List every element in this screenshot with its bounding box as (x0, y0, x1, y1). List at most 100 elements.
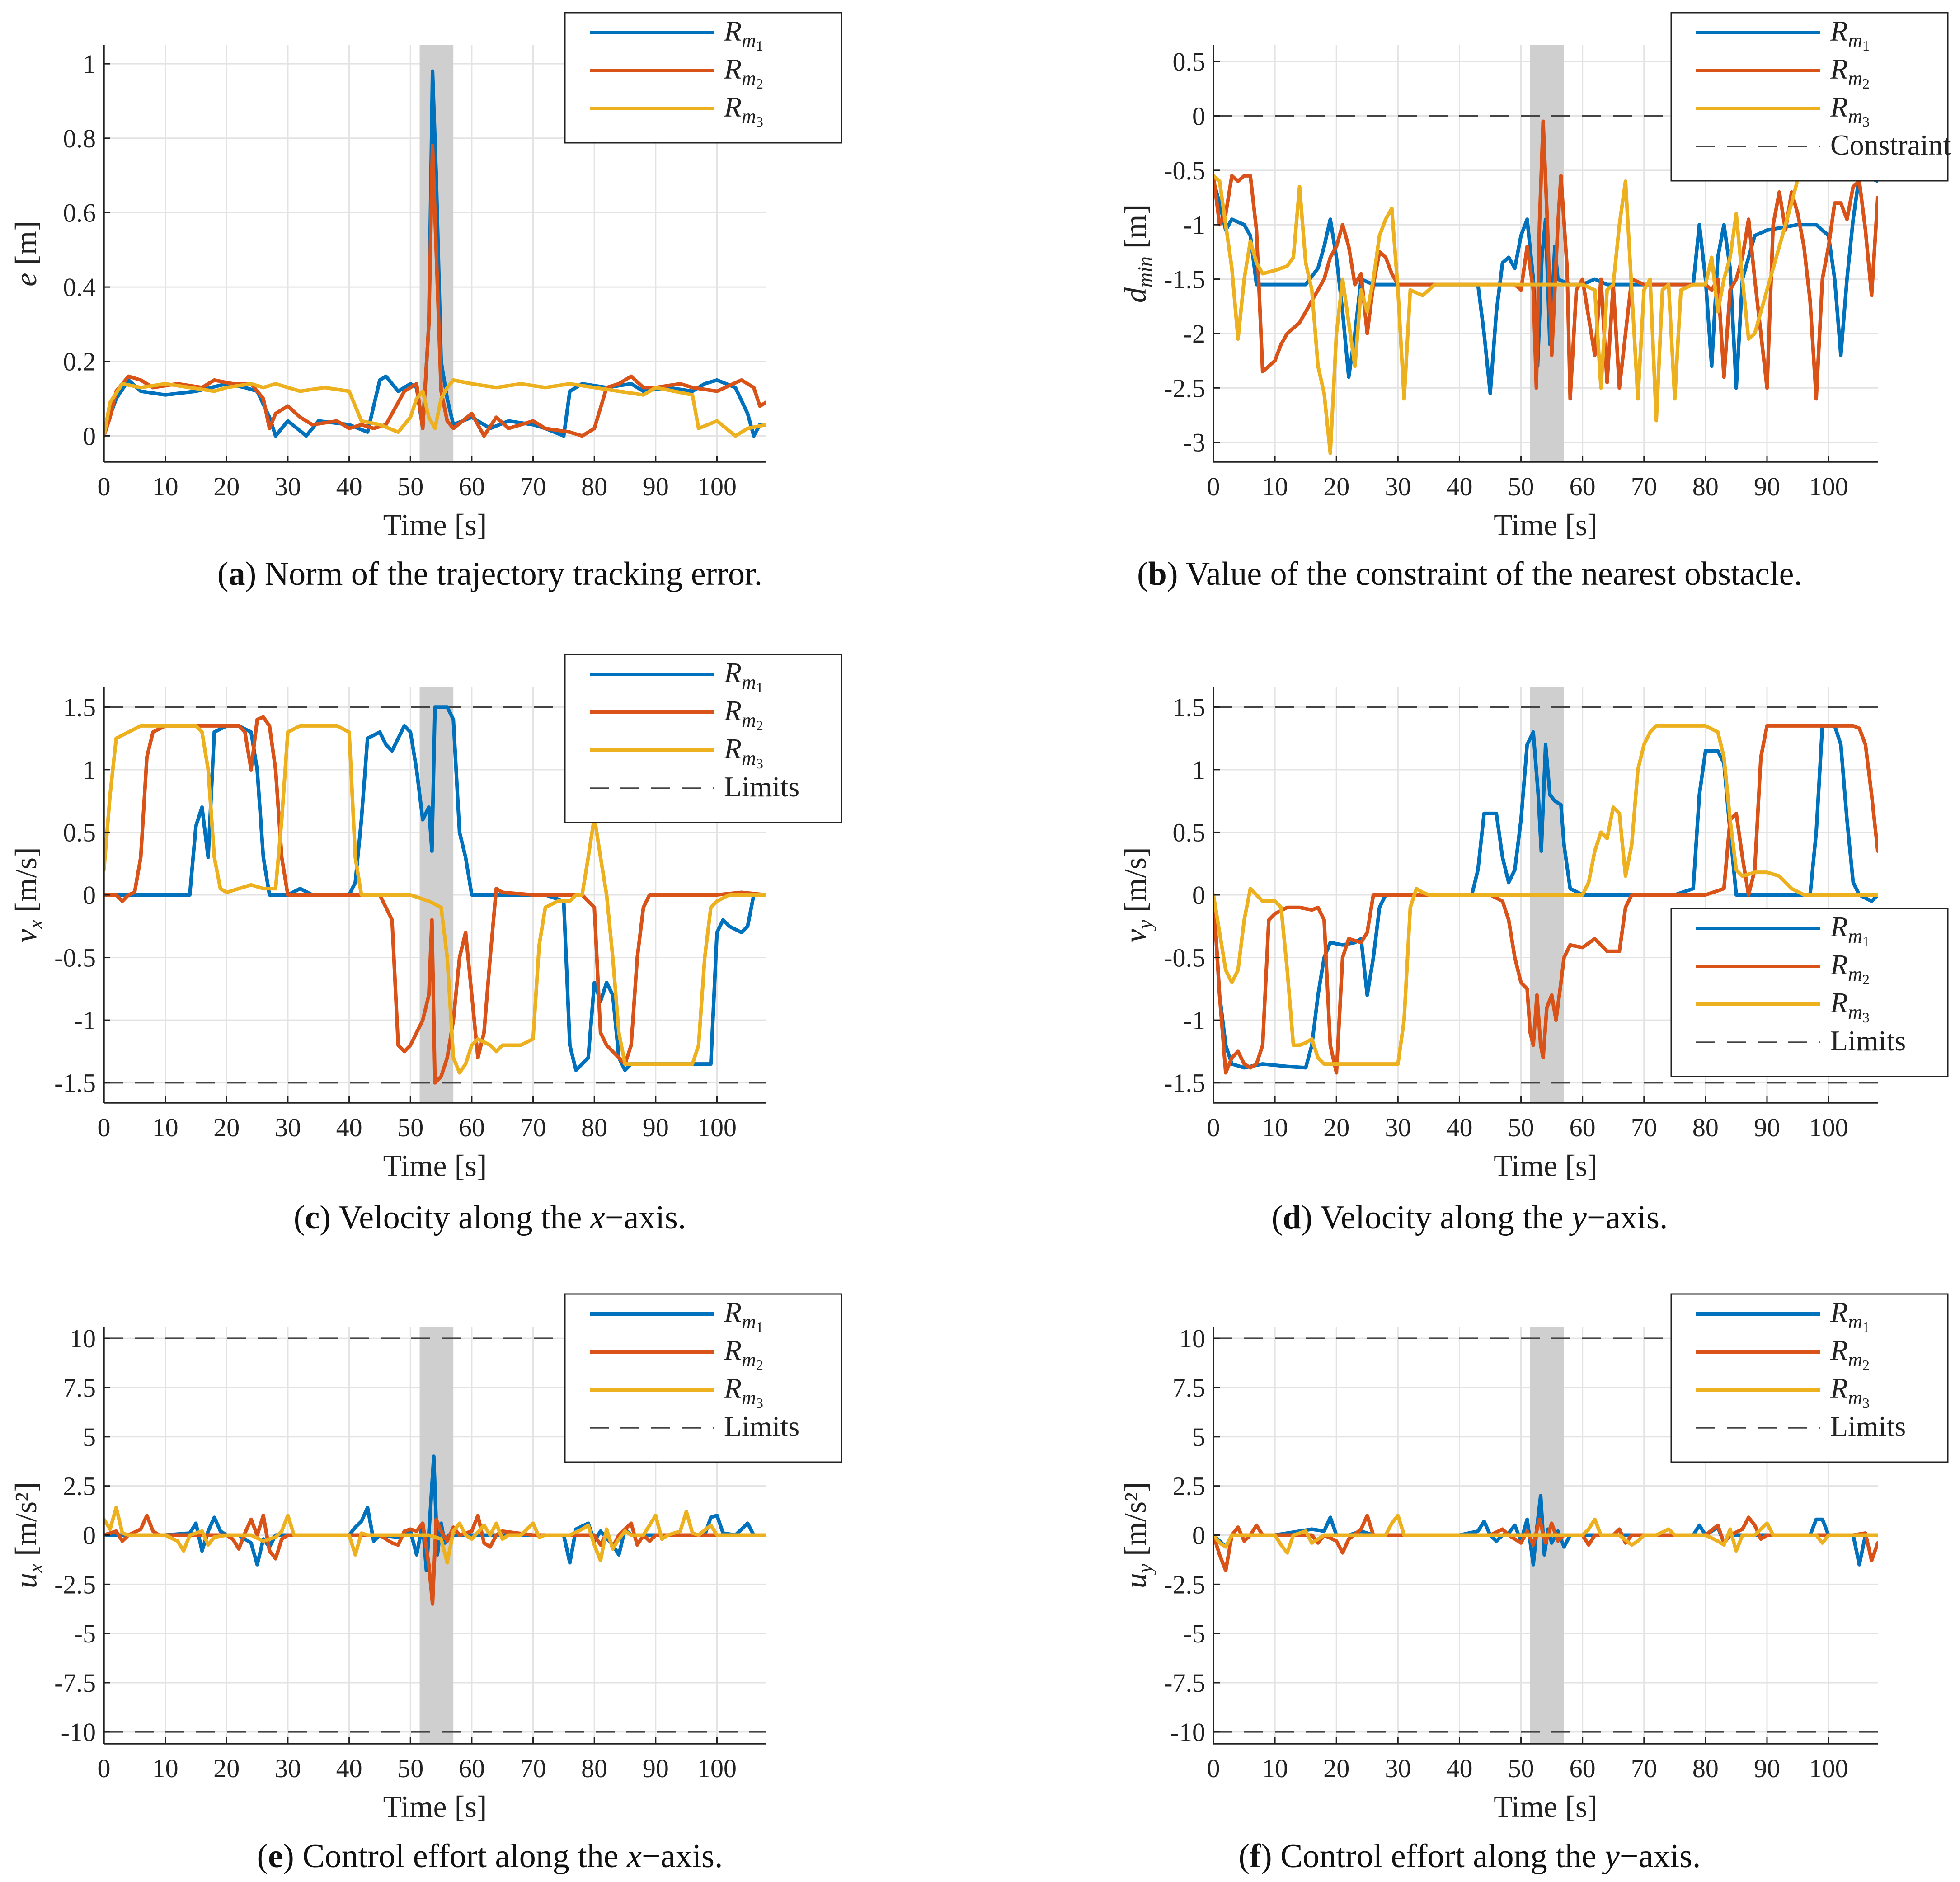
caption-f-label: f (1250, 1838, 1261, 1875)
x-axis-label-f: Time [s] (1494, 1789, 1598, 1824)
caption-a-label: a (228, 555, 245, 593)
x-tick-label-a: 40 (336, 472, 362, 501)
series-line-a-r-m2 (104, 144, 766, 438)
legend-label-f-0: Rm1 (1830, 1296, 1870, 1335)
panel-a: 0 10 20 30 40 50 60 70 80 90 100 0 0.2 0.4 0.6 0.8 1 Time… (9, 12, 842, 542)
y-tick-label-b: 0 (1192, 101, 1205, 131)
x-tick-label-f: 60 (1570, 1754, 1596, 1783)
y-tick-label-a: 0.8 (63, 124, 96, 153)
legend-label-a-0: Rm1 (724, 15, 763, 54)
caption-e-text: Control effort along the (302, 1838, 619, 1875)
y-tick-label-e: 0 (83, 1521, 96, 1550)
x-tick-label-c: 100 (697, 1113, 737, 1142)
x-tick-label-f: 70 (1631, 1754, 1657, 1783)
y-axis-label-b: dmin [m] (1118, 204, 1156, 303)
y-tick-label-d: 1.5 (1173, 692, 1206, 722)
y-tick-label-f: -5 (1184, 1619, 1205, 1648)
shaded-region-c (419, 687, 454, 1103)
x-tick-label-c: 50 (397, 1113, 423, 1142)
caption-b: (b) Value of the constraint of the neare… (1137, 555, 1802, 593)
x-tick-label-b: 30 (1385, 472, 1411, 501)
x-tick-label-d: 30 (1385, 1113, 1411, 1142)
legend-label-a-2: Rm3 (724, 91, 763, 130)
y-tick-label-d: -0.5 (1164, 943, 1205, 973)
y-tick-label-b: -3 (1184, 428, 1205, 457)
y-tick-label-a: 0 (83, 421, 96, 451)
x-tick-label-d: 80 (1692, 1113, 1719, 1142)
y-tick-label-c: 1.5 (63, 692, 96, 722)
y-tick-label-d: 0 (1192, 880, 1205, 910)
y-tick-label-f: -10 (1170, 1717, 1205, 1747)
legend-label-e-2: Rm3 (724, 1372, 763, 1411)
x-tick-label-d: 40 (1446, 1113, 1472, 1142)
series-line-f-r-m3 (1213, 1514, 1878, 1555)
x-tick-label-f: 10 (1262, 1754, 1288, 1783)
legend-label-b-2: Rm3 (1830, 91, 1870, 130)
series-line-a-r-m3 (104, 378, 766, 438)
y-tick-label-d: -1.5 (1164, 1068, 1205, 1098)
legend-label-d-3: Limits (1830, 1025, 1906, 1057)
legend-box-d (1670, 908, 1949, 1077)
x-tick-label-a: 10 (152, 472, 179, 501)
x-tick-label-d: 60 (1570, 1113, 1596, 1142)
x-axis-label-e: Time [s] (383, 1789, 487, 1824)
x-tick-label-b: 70 (1631, 472, 1657, 501)
x-tick-label-e: 50 (397, 1754, 423, 1783)
y-tick-label-b: -1 (1184, 210, 1205, 240)
y-tick-label-e: -7.5 (54, 1668, 96, 1698)
caption-c-text: Velocity along the (338, 1199, 582, 1236)
x-axis-label-b: Time [s] (1494, 508, 1598, 542)
panel-f: 0 10 20 30 40 50 60 70 80 90 100 10 7.5 5 2.5 0 -2.5 -5 -7… (1118, 1293, 1949, 1824)
x-tick-label-e: 80 (581, 1754, 607, 1783)
x-tick-label-e: 60 (459, 1754, 485, 1783)
caption-e-label: e (268, 1838, 283, 1875)
x-tick-label-e: 40 (336, 1754, 362, 1783)
y-tick-label-e: -2.5 (54, 1570, 96, 1599)
y-tick-label-f: -7.5 (1164, 1668, 1205, 1698)
legend-label-f-2: Rm3 (1830, 1372, 1870, 1411)
y-tick-label-d: -1 (1184, 1006, 1205, 1035)
legend-label-f-1: Rm2 (1830, 1334, 1870, 1373)
x-tick-label-f: 50 (1508, 1754, 1534, 1783)
series-line-e-r-m3 (104, 1506, 766, 1565)
x-tick-label-a: 20 (213, 472, 240, 501)
legend-label-d-2: Rm3 (1830, 987, 1870, 1026)
x-tick-label-a: 0 (98, 472, 111, 501)
x-tick-label-f: 90 (1754, 1754, 1780, 1783)
x-tick-label-d: 50 (1508, 1113, 1534, 1142)
y-tick-label-a: 0.4 (63, 273, 96, 302)
y-tick-label-f: 10 (1179, 1324, 1205, 1353)
x-tick-label-f: 80 (1692, 1754, 1719, 1783)
y-tick-label-e: 10 (70, 1324, 96, 1353)
y-tick-label-e: 5 (83, 1422, 96, 1452)
y-tick-label-b: 0.5 (1173, 47, 1206, 76)
caption-f-after: −axis. (1619, 1838, 1701, 1875)
legend-box-c (564, 654, 842, 823)
legend-label-c-2: Rm3 (724, 733, 763, 772)
x-tick-label-b: 10 (1262, 472, 1288, 501)
y-tick-label-c: 0 (83, 880, 96, 910)
legend-label-c-1: Rm2 (724, 695, 763, 734)
panel-b: 0 10 20 30 40 50 60 70 80 90 100 0.5 0 -0.5 -1 -1.5 -2 -2… (1118, 12, 1951, 542)
y-tick-label-b: -2 (1184, 319, 1205, 348)
x-tick-label-b: 80 (1692, 472, 1719, 501)
y-tick-label-b: -1.5 (1164, 265, 1205, 294)
y-tick-label-a: 0.6 (63, 198, 96, 227)
x-tick-label-a: 90 (643, 472, 669, 501)
legend-label-c-0: Rm1 (724, 657, 763, 696)
legend-label-e-3: Limits (724, 1410, 799, 1442)
x-tick-label-a: 100 (697, 472, 737, 501)
x-tick-label-c: 10 (152, 1113, 179, 1142)
y-tick-label-f: 2.5 (1173, 1472, 1206, 1501)
x-tick-label-d: 10 (1262, 1113, 1288, 1142)
x-axis-label-d: Time [s] (1494, 1148, 1598, 1183)
y-tick-label-c: -0.5 (54, 943, 96, 973)
legend-label-e-0: Rm1 (724, 1296, 763, 1335)
legend-box-e (564, 1293, 842, 1463)
